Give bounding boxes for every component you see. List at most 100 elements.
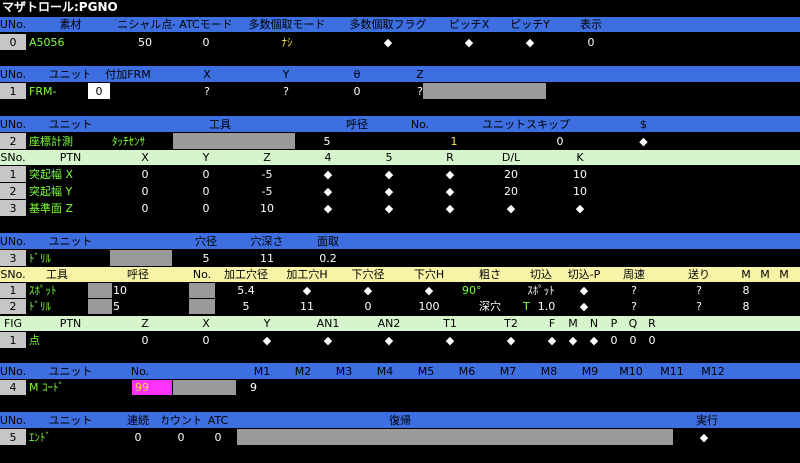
fig-pattern-field[interactable]: 点 <box>29 333 40 347</box>
fig-p-field[interactable]: 0 <box>610 333 618 347</box>
count-field[interactable]: 0 <box>177 430 185 444</box>
cut-type-field[interactable]: T <box>523 300 530 313</box>
pilot-h-field[interactable]: 100 <box>418 300 440 313</box>
measure-k-field[interactable]: 10 <box>573 184 587 198</box>
unit-number[interactable]: 1 <box>0 83 26 99</box>
measure-z-field[interactable]: 10 <box>260 201 274 215</box>
measure-x-field[interactable]: 0 <box>141 201 149 215</box>
measure-a4-field[interactable]: ◆ <box>323 167 333 181</box>
atc-mode-field[interactable]: 0 <box>202 35 210 49</box>
fig-number[interactable]: 1 <box>0 332 26 348</box>
nominal-dia-field[interactable]: 5 <box>323 134 331 148</box>
tool-no-field[interactable] <box>189 299 215 314</box>
initial-z-field[interactable]: 50 <box>138 35 152 49</box>
unit-name[interactable]: ﾄﾞﾘﾙ <box>29 251 51 265</box>
return-field[interactable] <box>237 429 673 445</box>
measure-x-field[interactable]: 0 <box>141 184 149 198</box>
tool-no-field[interactable] <box>189 283 215 298</box>
display-field[interactable]: 0 <box>587 35 595 49</box>
pilot-dia-field[interactable]: ◆ <box>363 284 373 297</box>
multi-flag-field[interactable]: ◆ <box>383 35 393 49</box>
hole-dia-field[interactable]: 5.4 <box>237 284 255 297</box>
unit-skip-field[interactable]: 0 <box>556 134 564 148</box>
measure-a5-field[interactable]: ◆ <box>384 184 394 198</box>
measure-r-field[interactable]: ◆ <box>445 167 455 181</box>
frm-field[interactable]: 0 <box>88 83 110 99</box>
measure-y-field[interactable]: 0 <box>202 201 210 215</box>
fig-q-field[interactable]: 0 <box>629 333 637 347</box>
measure-k-field[interactable]: 10 <box>573 167 587 181</box>
frm-theta-field[interactable]: 0 <box>353 84 361 98</box>
speed-field[interactable]: ? <box>631 284 637 297</box>
hole-dia-field[interactable]: 5 <box>242 300 250 313</box>
frm-y-field[interactable]: ? <box>283 84 289 98</box>
measure-a5-field[interactable]: ◆ <box>384 167 394 181</box>
pattern-field[interactable]: 突起幅 X <box>29 167 74 181</box>
chamfer-field[interactable]: 0.2 <box>319 251 337 265</box>
unit-number[interactable]: 2 <box>0 133 26 149</box>
tool-field[interactable]: ﾄﾞﾘﾙ <box>29 300 51 313</box>
measure-y-field[interactable]: 0 <box>202 167 210 181</box>
nominal-dia-field[interactable]: 5 <box>113 300 120 313</box>
m-number-field[interactable]: 99 <box>132 380 172 395</box>
unit-name[interactable]: M ｺｰﾄﾞ <box>29 381 64 394</box>
cut-depth-field[interactable]: 1.0 <box>537 300 556 313</box>
measure-a4-field[interactable]: ◆ <box>323 201 333 215</box>
measure-k-field[interactable]: ◆ <box>575 201 585 215</box>
sequence-number[interactable]: 2 <box>0 183 26 199</box>
fig-n-field[interactable]: ◆ <box>589 333 599 347</box>
pattern-field[interactable]: 突起幅 Y <box>29 184 73 198</box>
unit-number[interactable]: 0 <box>0 34 26 50</box>
roughness-field[interactable]: 深穴 <box>479 300 501 313</box>
atc-field[interactable]: 0 <box>214 430 222 444</box>
fig-z-field[interactable]: 0 <box>141 333 149 347</box>
tool-field[interactable]: ﾀｯﾁｾﾝｻ <box>112 134 145 148</box>
cut-p-field[interactable]: ◆ <box>579 284 589 297</box>
nominal-dia-field[interactable]: 10 <box>113 284 127 297</box>
tool-no-field[interactable]: 1 <box>450 134 458 148</box>
measure-r-field[interactable]: ◆ <box>445 201 455 215</box>
sequence-number[interactable]: 1 <box>0 283 26 298</box>
pilot-dia-field[interactable]: 0 <box>364 300 372 313</box>
pitch-y-field[interactable]: ◆ <box>525 35 535 49</box>
m-code-field[interactable]: 8 <box>742 300 750 313</box>
tool-field[interactable]: ｽﾎﾟｯﾄ <box>29 284 57 297</box>
measure-dl-field[interactable]: 20 <box>504 184 518 198</box>
measure-y-field[interactable]: 0 <box>202 184 210 198</box>
fig-an2-field[interactable]: ◆ <box>384 333 394 347</box>
m1-field[interactable]: 9 <box>250 381 257 394</box>
unit-name[interactable]: FRM- <box>29 84 57 98</box>
execute-field[interactable]: ◆ <box>699 430 709 444</box>
measure-a4-field[interactable]: ◆ <box>323 184 333 198</box>
cut-depth-field[interactable]: ｽﾎﾟｯﾄ <box>527 284 555 297</box>
hole-dia-field[interactable]: 5 <box>202 251 210 265</box>
unit-number[interactable]: 3 <box>0 250 26 266</box>
measure-z-field[interactable]: -5 <box>261 167 273 181</box>
pilot-h-field[interactable]: ◆ <box>424 284 434 297</box>
fig-t2-field[interactable]: ◆ <box>506 333 516 347</box>
hole-h-field[interactable]: ◆ <box>302 284 312 297</box>
fig-t1-field[interactable]: ◆ <box>445 333 455 347</box>
measure-x-field[interactable]: 0 <box>141 167 149 181</box>
fig-m-field[interactable]: ◆ <box>568 333 578 347</box>
fig-x-field[interactable]: 0 <box>202 333 210 347</box>
measure-dl-field[interactable]: ◆ <box>506 201 516 215</box>
unit-name[interactable]: 座標計測 <box>29 134 73 148</box>
fig-an1-field[interactable]: ◆ <box>323 333 333 347</box>
speed-field[interactable]: ? <box>631 300 637 313</box>
fig-f-field[interactable]: ◆ <box>547 333 557 347</box>
sequence-number[interactable]: 3 <box>0 200 26 216</box>
multi-mode-field[interactable]: ﾅｼ <box>281 35 293 49</box>
sequence-number[interactable]: 1 <box>0 166 26 182</box>
feed-field[interactable]: ? <box>696 300 702 313</box>
measure-r-field[interactable]: ◆ <box>445 184 455 198</box>
hole-h-field[interactable]: 11 <box>300 300 314 313</box>
unit-number[interactable]: 5 <box>0 429 26 445</box>
feed-field[interactable]: ? <box>696 284 702 297</box>
material-field[interactable]: A5056 <box>29 35 65 49</box>
sequence-number[interactable]: 2 <box>0 299 26 314</box>
measure-dl-field[interactable]: 20 <box>504 167 518 181</box>
roughness-field[interactable]: 90° <box>462 284 482 297</box>
dollar-field[interactable]: ◆ <box>639 134 648 148</box>
measure-z-field[interactable]: -5 <box>261 184 273 198</box>
